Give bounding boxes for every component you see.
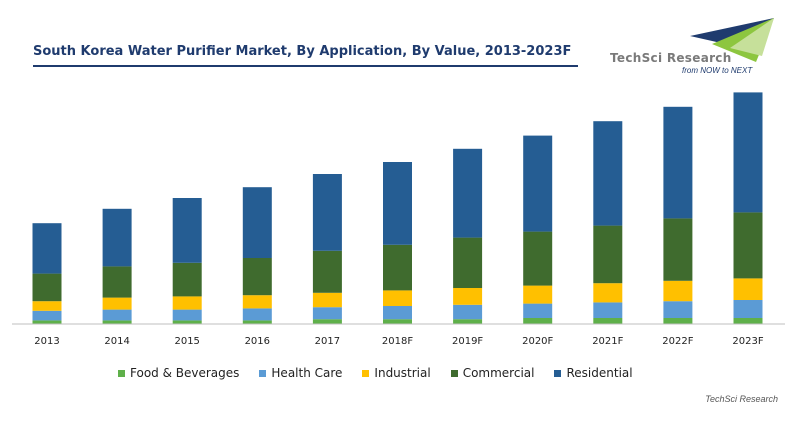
bar-2022F-residential	[663, 106, 693, 219]
bar-2023F-industrial	[733, 278, 763, 300]
bar-2022F-commercial	[663, 218, 693, 281]
legend-swatch	[362, 369, 370, 377]
bar-2021F-health-care	[593, 302, 623, 318]
bar-2023F-residential	[733, 92, 763, 213]
bar-2015-industrial	[172, 296, 202, 310]
bar-2019F-food-beverages	[453, 319, 483, 324]
bar-2014-residential	[102, 208, 132, 267]
bar-2014-food-beverages	[102, 320, 132, 324]
bar-2017-health-care	[312, 307, 342, 320]
x-tick-labels: 2013 2014 2015 2016 2017 2018F 2019F 2020F 2021F…	[34, 336, 764, 347]
x-tick-label: 2022F	[662, 336, 693, 347]
source-note: TechSci Research	[705, 394, 778, 404]
bar-2015-health-care	[172, 309, 202, 321]
x-tick-label: 2023F	[732, 336, 763, 347]
bar-2013-health-care	[32, 310, 62, 321]
x-tick-label: 2016	[245, 336, 270, 347]
bar-2018F-industrial	[383, 290, 412, 306]
legend-swatch	[259, 369, 267, 377]
bar-2021F-residential	[593, 121, 623, 226]
bar-2018F-health-care	[383, 306, 412, 320]
bar-2020F-industrial	[523, 285, 553, 304]
legend-label: Residential	[566, 366, 633, 380]
bar-2018F-food-beverages	[383, 319, 412, 324]
title-underline	[33, 65, 578, 67]
techsci-logo	[690, 18, 774, 62]
bar-2017-residential	[312, 174, 342, 251]
bar-2023F-commercial	[733, 212, 763, 279]
bar-2019F-commercial	[453, 237, 483, 288]
logo-tagline: from NOW to NEXT	[682, 66, 753, 75]
bar-2017-food-beverages	[312, 319, 342, 324]
bar-2021F-food-beverages	[593, 318, 623, 324]
bar-2020F-commercial	[523, 231, 553, 286]
bar-2013-industrial	[32, 301, 62, 311]
legend-item: Industrial	[362, 366, 431, 380]
bar-2022F-industrial	[663, 280, 693, 302]
legend-swatch	[554, 369, 562, 377]
bar-2019F-health-care	[453, 304, 483, 320]
bar-2021F-commercial	[593, 225, 623, 284]
bar-2014-health-care	[102, 309, 132, 321]
bar-2016-residential	[242, 187, 272, 258]
bar-2013-food-beverages	[32, 320, 62, 324]
x-tick-label: 2015	[174, 336, 199, 347]
legend-swatch	[118, 369, 125, 377]
bar-2015-commercial	[172, 262, 202, 297]
bar-2022F-health-care	[663, 301, 693, 318]
x-tick-label: 2013	[34, 336, 59, 347]
legend-item: Residential	[554, 366, 633, 380]
bar-2020F-food-beverages	[523, 318, 553, 324]
legend-label: Food & Beverages	[130, 366, 240, 380]
x-tick-label: 2020F	[522, 336, 553, 347]
logo-brand-text: TechSci Research	[610, 51, 732, 65]
bar-2019F-residential	[453, 148, 483, 238]
bar-2016-industrial	[242, 295, 272, 309]
chart-title: South Korea Water Purifier Market, By Ap…	[33, 44, 572, 59]
bar-2019F-industrial	[453, 288, 483, 305]
bar-2020F-residential	[523, 135, 553, 232]
bar-2021F-industrial	[593, 283, 623, 303]
bar-2015-food-beverages	[172, 320, 202, 324]
bar-2022F-food-beverages	[663, 318, 693, 324]
bar-2016-health-care	[242, 308, 272, 321]
bar-2014-commercial	[102, 266, 132, 298]
legend-item: Commercial	[450, 366, 535, 380]
bar-2020F-health-care	[523, 303, 553, 318]
legend-label: Industrial	[374, 366, 431, 380]
legend-label: Health Care	[271, 366, 343, 380]
logo-arrow-light	[730, 18, 774, 56]
legend-item: Food & Beverages	[118, 366, 239, 380]
bar-2013-residential	[32, 223, 62, 274]
bar-2015-residential	[172, 198, 202, 263]
bar-2013-commercial	[32, 273, 62, 302]
bar-2014-industrial	[102, 297, 132, 310]
bar-2018F-residential	[383, 162, 412, 245]
bar-2018F-commercial	[383, 244, 412, 291]
x-tick-label: 2018F	[382, 336, 413, 347]
legend-swatch	[450, 369, 458, 377]
bar-2017-commercial	[312, 250, 342, 293]
x-tick-label: 2021F	[592, 336, 623, 347]
bars-group	[32, 92, 763, 324]
bar-2023F-food-beverages	[733, 318, 763, 324]
x-tick-label: 2014	[104, 336, 129, 347]
x-tick-label: 2019F	[452, 336, 483, 347]
bar-2023F-health-care	[733, 300, 763, 318]
bar-2016-food-beverages	[242, 320, 272, 324]
x-tick-label: 2017	[315, 336, 340, 347]
bar-2016-commercial	[242, 258, 272, 296]
legend-label: Commercial	[462, 366, 535, 380]
legend-item: Health Care	[259, 366, 342, 380]
bar-2017-industrial	[312, 292, 342, 308]
chart-legend: Food & Beverages Health Care Industrial Com…	[118, 366, 653, 380]
